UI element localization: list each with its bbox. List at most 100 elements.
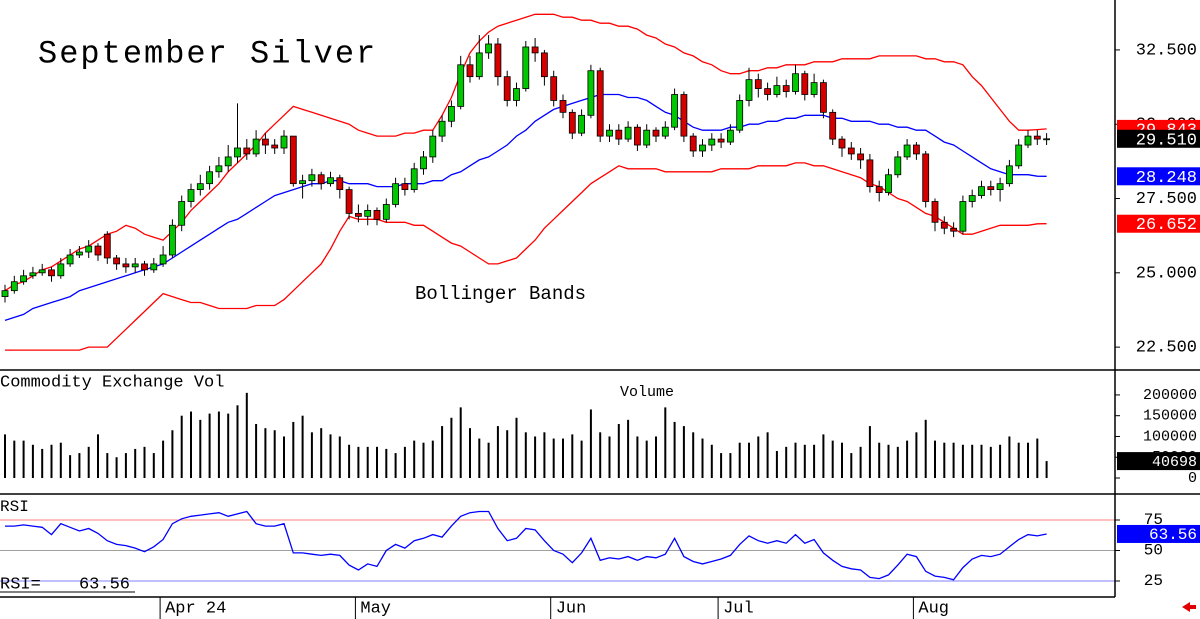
rsi-caption: RSI= bbox=[0, 575, 41, 594]
candle-body bbox=[373, 210, 381, 220]
candle-body bbox=[308, 174, 316, 182]
volume-bar bbox=[952, 442, 955, 479]
candle-body bbox=[66, 254, 74, 265]
candle-body bbox=[661, 126, 669, 137]
volume-bar bbox=[961, 444, 964, 479]
volume-bar bbox=[450, 417, 453, 479]
volume-bar bbox=[896, 446, 899, 479]
volume-bar bbox=[152, 453, 155, 479]
candle-body bbox=[987, 186, 995, 191]
volume-bar bbox=[580, 440, 583, 479]
volume-bar bbox=[710, 444, 713, 479]
y-tick-label: 25.000 bbox=[1136, 264, 1197, 283]
scroll-arrow[interactable] bbox=[1182, 602, 1196, 612]
candle-body bbox=[29, 272, 37, 277]
volume-bar bbox=[924, 419, 927, 479]
candle-body bbox=[903, 144, 911, 158]
volume-bar bbox=[227, 413, 230, 479]
volume-bar bbox=[190, 411, 192, 479]
candle-body bbox=[550, 76, 558, 101]
chart-title: September Silver bbox=[38, 35, 377, 72]
volume-bar bbox=[822, 434, 825, 479]
candle-body bbox=[392, 183, 400, 205]
candle-body bbox=[513, 88, 520, 101]
volume-bar bbox=[934, 440, 936, 479]
volume-bar bbox=[692, 432, 695, 479]
candle-body bbox=[10, 281, 18, 292]
volume-bar bbox=[441, 426, 444, 479]
volume-bar bbox=[348, 444, 351, 479]
volume-bar bbox=[562, 438, 564, 479]
volume-bar bbox=[785, 446, 788, 479]
x-tick-label: Jun bbox=[556, 599, 587, 618]
candle-body bbox=[131, 263, 139, 268]
candle-body bbox=[289, 135, 297, 185]
panel-title: RSI bbox=[0, 498, 29, 516]
volume-bar bbox=[701, 438, 704, 479]
candle-body bbox=[187, 189, 195, 202]
volume-bar bbox=[571, 434, 574, 479]
candle-body bbox=[931, 201, 939, 223]
volume-bar bbox=[971, 444, 974, 479]
value-tag-label: 29.510 bbox=[1136, 131, 1197, 150]
volume-bar bbox=[915, 432, 918, 479]
volume-bar bbox=[841, 442, 843, 479]
volume-bar bbox=[496, 426, 499, 479]
candle-body bbox=[829, 111, 837, 140]
rsi-caption-value: 63.56 bbox=[79, 575, 130, 594]
value-tag bbox=[1117, 214, 1200, 233]
candle-body bbox=[606, 129, 613, 137]
volume-bar bbox=[78, 453, 81, 479]
candle-body bbox=[810, 82, 818, 95]
candle-body bbox=[243, 147, 251, 155]
volume-bar bbox=[422, 442, 425, 479]
rsi-line bbox=[5, 510, 1047, 581]
volume-bar bbox=[338, 436, 341, 479]
candle-body bbox=[280, 135, 288, 149]
value-tag bbox=[1117, 452, 1200, 471]
volume-bar bbox=[59, 442, 62, 479]
volume-bar bbox=[255, 424, 258, 479]
candle-body bbox=[587, 70, 595, 116]
volume-bar bbox=[320, 428, 323, 479]
volume-bar bbox=[524, 432, 527, 479]
volume-bar bbox=[720, 453, 723, 479]
y-tick-label: 0 bbox=[1188, 470, 1197, 487]
volume-bar bbox=[171, 430, 174, 479]
candle-body bbox=[475, 52, 483, 78]
volume-bar bbox=[180, 415, 183, 479]
candle-body bbox=[234, 147, 241, 158]
candle-body bbox=[1, 290, 9, 297]
candle-body bbox=[820, 82, 827, 113]
candle-body bbox=[643, 129, 651, 146]
candle-body bbox=[215, 165, 223, 173]
candle-body bbox=[866, 159, 874, 188]
candle-body bbox=[1015, 144, 1023, 167]
volume-bar bbox=[4, 434, 6, 479]
volume-bar bbox=[208, 413, 211, 479]
volume-bar bbox=[1017, 442, 1020, 479]
value-tag-label: 28.248 bbox=[1136, 169, 1197, 188]
candle-body bbox=[261, 138, 269, 146]
volume-bar bbox=[850, 453, 853, 479]
candle-body bbox=[680, 94, 688, 137]
candle-body bbox=[541, 52, 548, 78]
volume-bar bbox=[487, 442, 490, 479]
candle-body bbox=[1006, 165, 1013, 185]
value-tag bbox=[1117, 129, 1200, 148]
volume-bar bbox=[292, 421, 295, 479]
candle-body bbox=[252, 138, 260, 155]
y-tick-label: 50 bbox=[1144, 542, 1163, 560]
panel-title: Commodity Exchange Vol bbox=[0, 373, 224, 392]
candle-body bbox=[438, 120, 446, 137]
volume-bar bbox=[803, 444, 806, 479]
volume-bar bbox=[301, 415, 304, 479]
volume-bar bbox=[199, 419, 202, 479]
volume-bar bbox=[599, 432, 602, 479]
volume-bar bbox=[329, 434, 332, 479]
y-tick-label: 27.500 bbox=[1136, 190, 1197, 209]
volume-bar bbox=[357, 446, 360, 479]
candle-body bbox=[568, 111, 576, 134]
y-tick-label: 200000 bbox=[1143, 387, 1197, 404]
